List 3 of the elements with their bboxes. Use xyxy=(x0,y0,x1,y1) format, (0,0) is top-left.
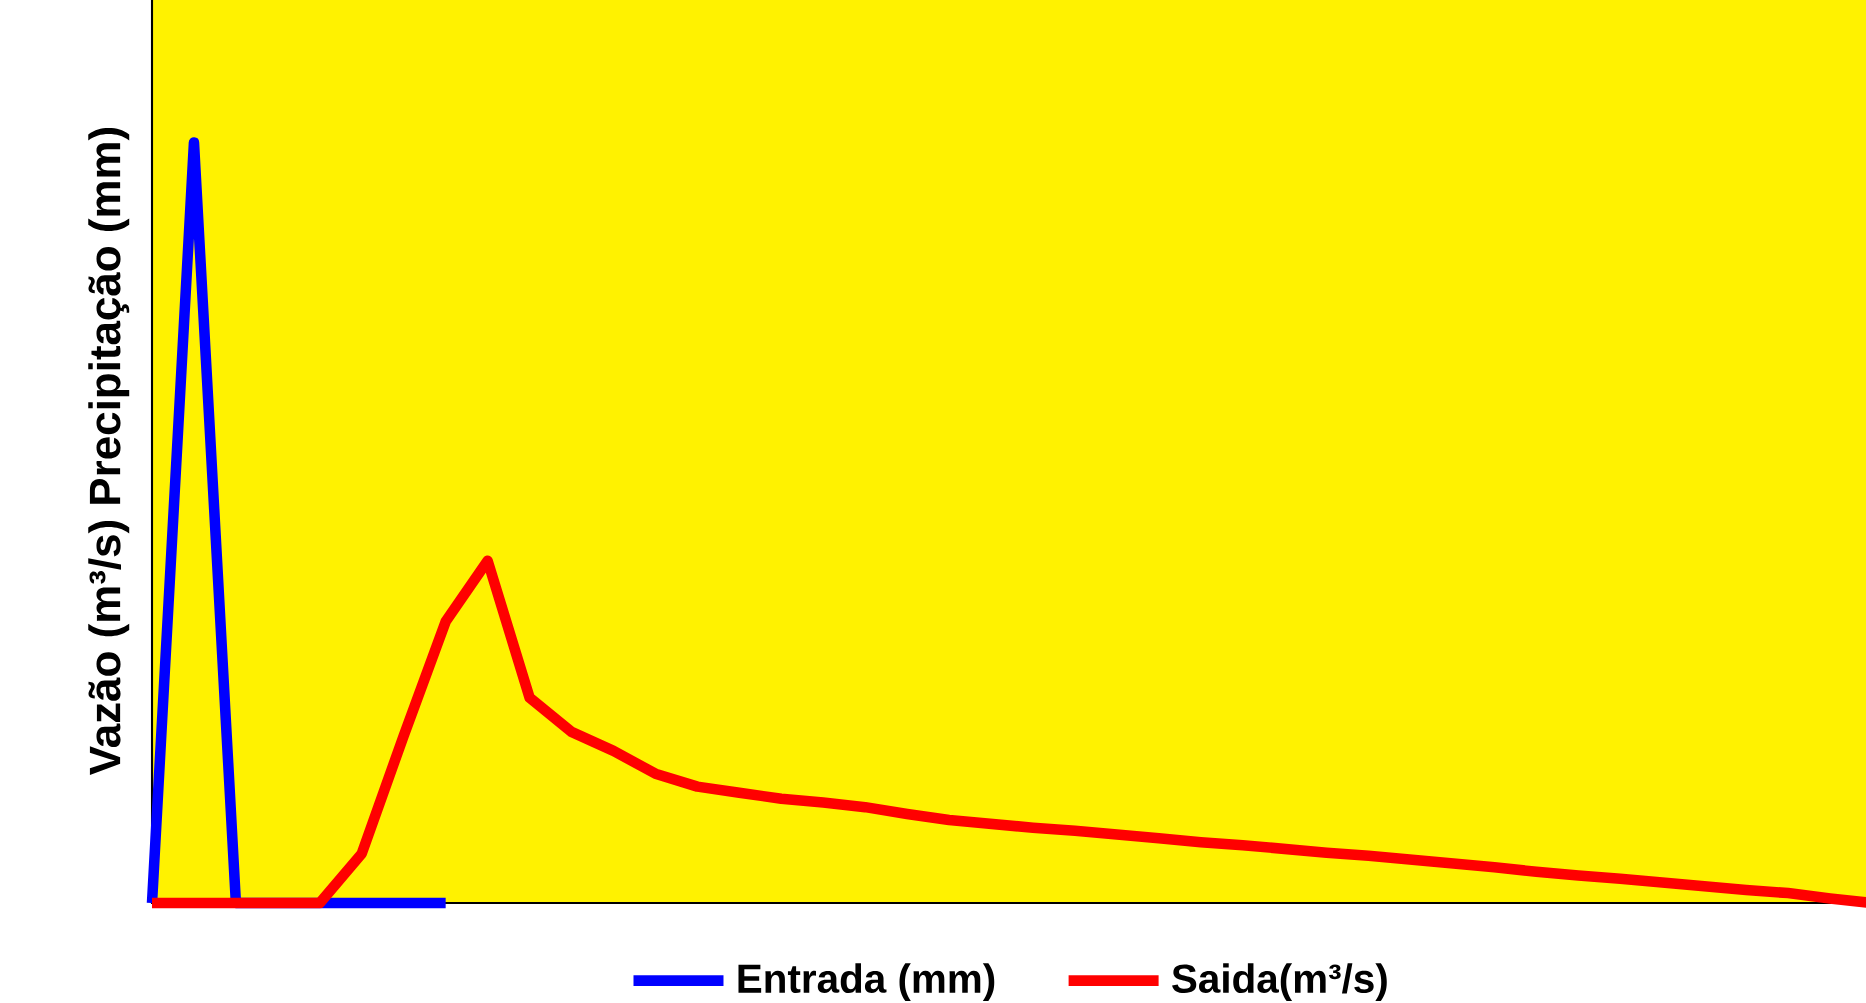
legend-label: Saida(m³/s) xyxy=(1172,963,1387,1002)
legend-label: Entrada (mm) xyxy=(738,963,995,1002)
y-axis-title: Vazão (m³/s) Precipitação (mm) xyxy=(88,128,130,775)
